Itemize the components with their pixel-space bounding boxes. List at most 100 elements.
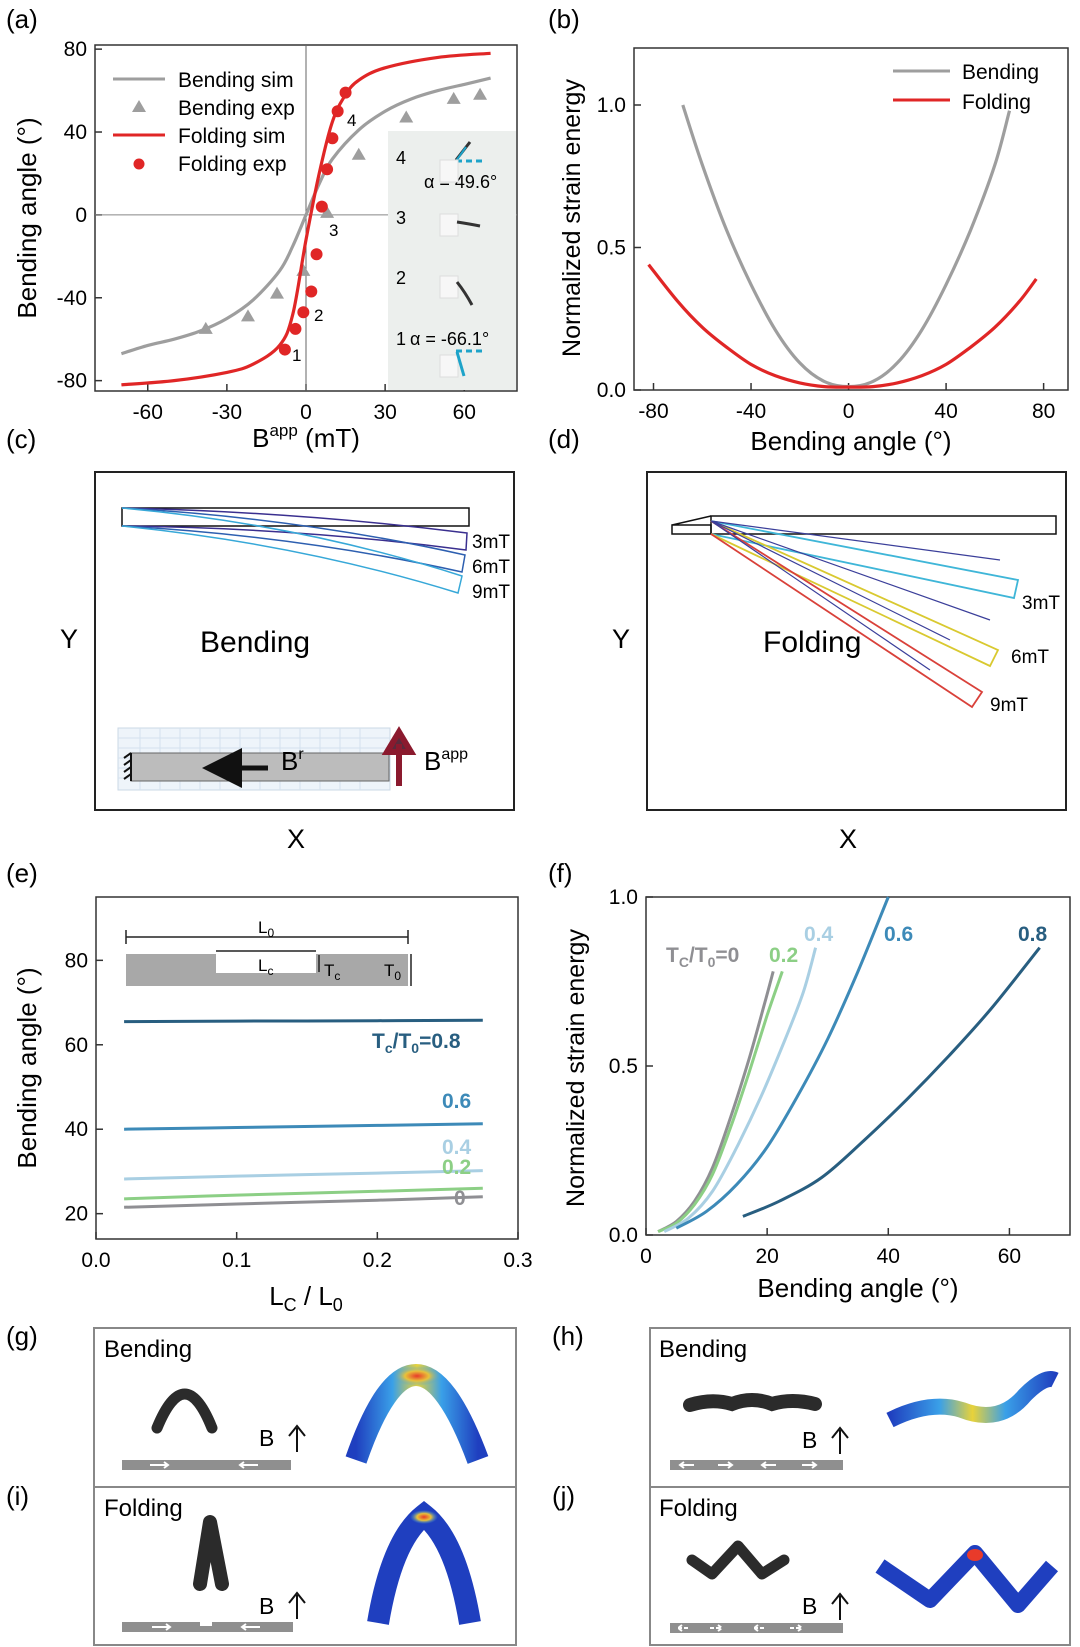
x-axis-label-f: Bending angle (°) xyxy=(757,1273,958,1303)
point-label-2: 2 xyxy=(314,306,323,325)
field-label-i: B xyxy=(259,1593,274,1619)
b-xtick-label: -40 xyxy=(736,400,766,423)
data-point-folding-exp xyxy=(321,163,334,176)
simulation-h xyxy=(886,1371,1059,1428)
data-point-bending-exp xyxy=(198,321,213,334)
legend-swatch-bending-exp xyxy=(132,100,146,112)
field-label-j: B xyxy=(802,1593,817,1619)
field-label-9mt-c: 9mT xyxy=(472,582,510,603)
point-label-4: 4 xyxy=(347,111,356,130)
inset-sample-1 xyxy=(455,351,466,377)
panel-c: Y X Bending 3mT 6mT 9mT Br Bapp xyxy=(60,471,515,854)
point-label-1: 1 xyxy=(292,346,301,365)
field-label-3mt-d: 3mT xyxy=(1022,593,1060,614)
panel-letter-f: (f) xyxy=(548,858,573,888)
panel-letter-i: (i) xyxy=(6,1481,29,1511)
field-arrow-g xyxy=(288,1424,306,1452)
panel-h-label: Bending xyxy=(659,1336,747,1363)
inset-alpha-bottom: α = -66.1° xyxy=(410,329,489,349)
plot-frame-b xyxy=(633,47,1069,391)
x-axis-label-e: LC / L0 xyxy=(269,1281,343,1315)
b-xtick-label: 0 xyxy=(843,400,855,423)
series-line-e-2 xyxy=(124,1169,483,1181)
field-label-h: B xyxy=(802,1427,817,1453)
beam-folded-6mt xyxy=(710,520,1000,668)
data-point-bending-exp xyxy=(240,309,255,322)
series-line-bending xyxy=(681,104,1012,389)
inset-sample-3 xyxy=(456,220,481,228)
beam-deformed-6mt xyxy=(121,507,466,573)
legend-label-bending-exp: Bending exp xyxy=(178,97,295,120)
legend-label-bending-sim: Bending sim xyxy=(178,69,294,92)
simulation-model-inset: Br Bapp xyxy=(117,726,468,791)
axis-ticks-f: 0 20 40 60 0.0 0.5 1.0 xyxy=(609,886,1021,1268)
magnetization-strip-h xyxy=(670,1460,843,1470)
x-axis-label-b: Bending angle (°) xyxy=(750,426,951,456)
data-point-bending-exp xyxy=(473,87,488,100)
data-point-bending-exp xyxy=(446,91,461,104)
a-xtick-label: 60 xyxy=(453,401,476,424)
magnetization-strip-g xyxy=(122,1460,291,1470)
panel-d-x-label: X xyxy=(839,824,857,854)
field-label-g: B xyxy=(259,1425,274,1451)
panel-c-x-label: X xyxy=(287,824,305,854)
l0-label: L0 xyxy=(258,918,274,940)
chart-e: 0.0 0.1 0.2 0.3 20 40 60 80 Bending angle (°) L… xyxy=(12,896,533,1315)
applied-field-label: Bapp xyxy=(424,746,468,776)
magnetization-strip-i xyxy=(122,1622,293,1632)
e-ytick-label: 20 xyxy=(65,1203,88,1226)
f-ytick-label: 0.0 xyxy=(609,1224,638,1247)
sample-photo-j xyxy=(686,1540,790,1580)
data-point-bending-exp xyxy=(296,263,311,276)
f-xtick-label: 20 xyxy=(755,1245,778,1268)
series-line-folding xyxy=(647,263,1038,389)
field-label-6mt-d: 6mT xyxy=(1011,647,1049,668)
a-xtick-label: 0 xyxy=(300,401,312,424)
series-line-bending-sim xyxy=(120,76,491,356)
a-ytick-label: -40 xyxy=(57,287,87,310)
sample-photo-g xyxy=(151,1388,218,1434)
data-point-folding-exp xyxy=(289,322,302,335)
b-ytick-label: 0.0 xyxy=(597,379,626,402)
legend-swatch-folding-exp xyxy=(133,158,145,170)
panel-letter-b: (b) xyxy=(548,4,580,34)
magnetization-arrows-g xyxy=(150,1461,258,1469)
simulation-hotspot-j xyxy=(967,1549,983,1561)
field-arrow-j xyxy=(831,1592,849,1620)
e-xtick-label: 0.0 xyxy=(81,1249,110,1272)
inset-alpha-top: α = 49.6° xyxy=(424,172,497,192)
legend-label-folding: Folding xyxy=(962,91,1031,114)
panel-g-label: Bending xyxy=(104,1336,192,1363)
e-xtick-label: 0.2 xyxy=(363,1249,392,1272)
magnetization-arrows-j xyxy=(676,1624,804,1632)
series-b xyxy=(647,104,1038,389)
photo-inset-a: 4 3 2 1 α = 49.6° α = -66.1° xyxy=(388,131,516,390)
inset-label-3: 3 xyxy=(396,208,406,228)
series-line-f-0 xyxy=(657,971,775,1233)
axis-ticks-e: 0.0 0.1 0.2 0.3 20 40 60 80 xyxy=(65,949,533,1272)
field-arrow-h xyxy=(831,1426,849,1454)
inset-holder-4 xyxy=(439,159,459,183)
simulation-i xyxy=(367,1501,481,1625)
series-label-e-02: 0.2 xyxy=(442,1156,471,1179)
f-xtick-label: 40 xyxy=(877,1245,900,1268)
series-f xyxy=(657,896,1041,1233)
b-ytick-label: 0.5 xyxy=(597,237,626,260)
a-ytick-label: 80 xyxy=(64,38,87,61)
field-label-9mt-d: 9mT xyxy=(990,695,1028,716)
a-ytick-label: 0 xyxy=(75,204,87,227)
beam-folded-9mt xyxy=(710,520,984,709)
simulation-g xyxy=(345,1364,489,1464)
panel-d-frame xyxy=(646,471,1067,811)
curve-label-f-06: 0.6 xyxy=(884,923,913,946)
data-point-folding-exp xyxy=(326,132,339,145)
beam-folded-fan xyxy=(710,520,1001,671)
panel-i-frame xyxy=(93,1486,517,1646)
plot-frame-f xyxy=(645,896,1071,1236)
inset-label-1: 1 xyxy=(396,329,406,349)
lc-label: Lc xyxy=(258,956,273,978)
f-xtick-label: 0 xyxy=(640,1245,652,1268)
series-line-folding-sim xyxy=(121,51,491,387)
b-ytick-label: 1.0 xyxy=(597,94,626,117)
chart-a: -60 -30 0 30 60 -80 -40 0 40 80 Bending angle (°)… xyxy=(12,38,518,453)
